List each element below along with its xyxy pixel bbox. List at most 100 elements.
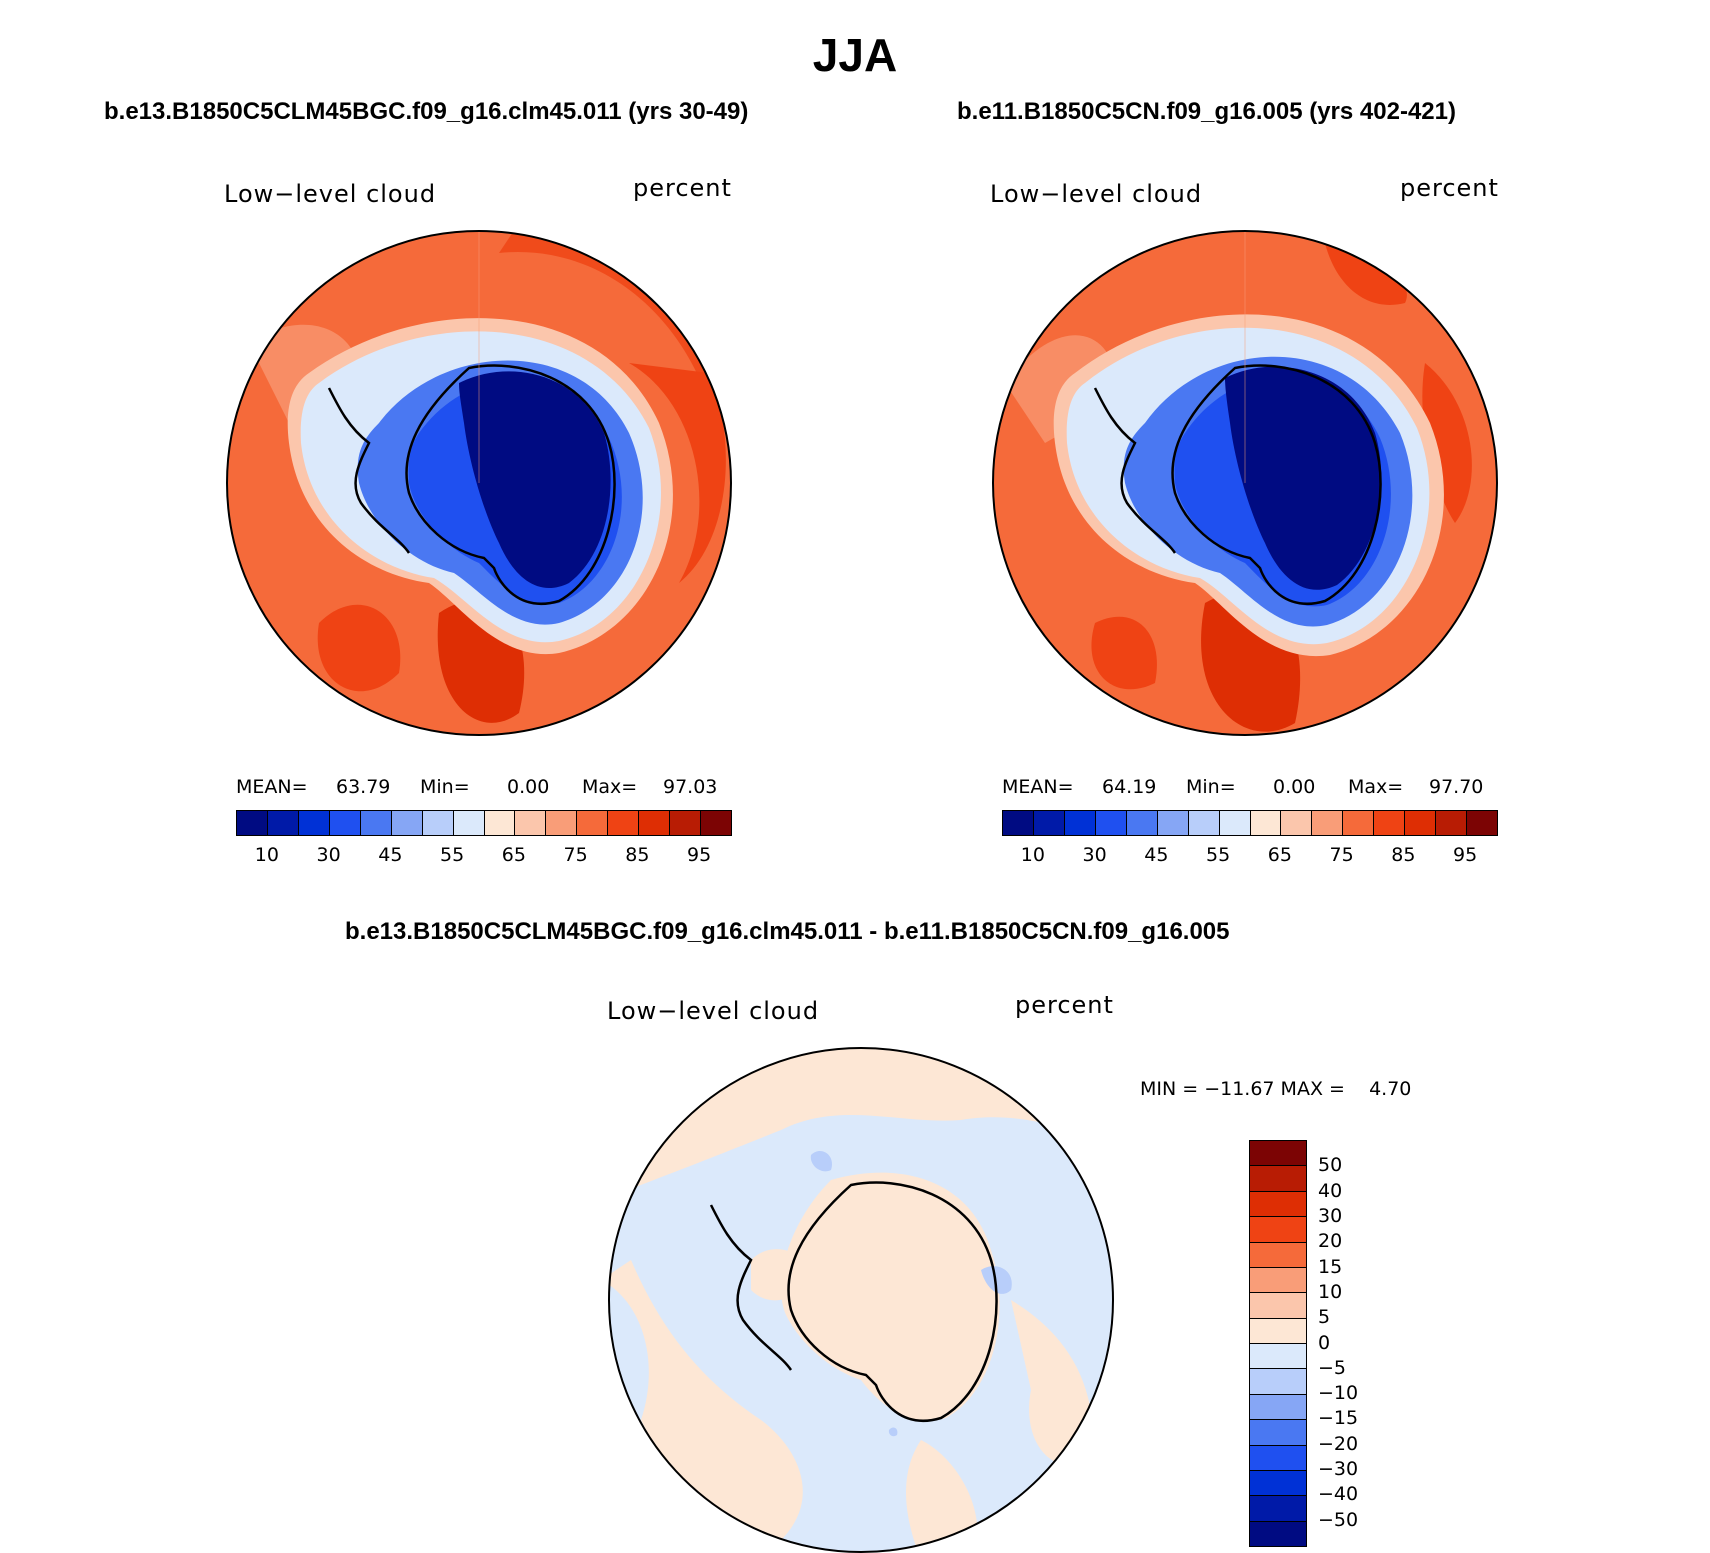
colorbar-swatch [1250,1369,1306,1395]
colorbar-swatch [298,811,330,835]
panel-1-mean-value: 63.79 [336,776,391,798]
colorbar-swatch [484,811,516,835]
colorbar-swatch [1003,811,1034,835]
colorbar-tick-label: 30 [1318,1204,1343,1227]
panel-2-polar-map [992,230,1498,736]
figure-title: JJA [812,29,898,81]
colorbar-swatch [1250,1420,1306,1446]
colorbar-swatch [1250,1293,1306,1319]
colorbar-tick-label: 40 [1318,1179,1343,1202]
colorbar-swatch [267,811,299,835]
colorbar-tick-label: 30 [316,844,341,866]
colorbar-swatch [1312,811,1344,835]
diff-units-label: percent [1015,991,1114,1019]
colorbar-swatch [639,811,671,835]
colorbar-tick-label: 75 [563,844,588,866]
panel-2-colorbar-ticks: 10 30 45 55 65 75 85 95 [1002,844,1496,868]
panel-2-min-value: 0.00 [1273,776,1316,798]
colorbar-swatch [515,811,547,835]
panel-1-colorbar-ticks: 10 30 45 55 65 75 85 95 [236,844,730,868]
diff-colorbar [1249,1140,1307,1547]
colorbar-swatch [546,811,578,835]
colorbar-swatch [670,811,702,835]
colorbar-tick-label: 45 [1144,844,1169,866]
colorbar-swatch [1250,1267,1306,1294]
colorbar-tick-label: 85 [625,844,650,866]
colorbar-swatch [1250,811,1282,835]
colorbar-tick-label: −20 [1318,1432,1359,1455]
colorbar-tick-label: 30 [1082,844,1107,866]
colorbar-swatch [329,811,361,835]
colorbar-swatch [1250,1242,1306,1268]
diff-case-title: b.e13.B1850C5CLM45BGC.f09_g16.clm45.011 … [345,918,1230,945]
colorbar-tick-label: 95 [687,844,712,866]
colorbar-swatch [237,811,268,835]
panel-1-min-value: 0.00 [507,776,550,798]
colorbar-tick-label: 20 [1318,1230,1343,1253]
colorbar-swatch [1188,811,1220,835]
colorbar-swatch [1250,1166,1306,1192]
colorbar-tick-label: 45 [378,844,403,866]
colorbar-swatch [1250,1521,1306,1546]
colorbar-swatch [1157,811,1189,835]
panel-1-colorbar [236,810,732,836]
colorbar-tick-label: 65 [501,844,526,866]
colorbar-swatch [391,811,423,835]
colorbar-swatch [701,811,731,835]
colorbar-swatch [1250,1191,1306,1218]
colorbar-tick-label: 75 [1329,844,1354,866]
panel-1-variable-label: Low−level cloud [224,180,437,208]
colorbar-tick-label: 55 [440,844,465,866]
colorbar-swatch [1033,811,1065,835]
colorbar-swatch [608,811,640,835]
panel-2-max-value: 97.70 [1429,776,1484,798]
colorbar-tick-label: 15 [1318,1255,1343,1278]
colorbar-tick-label: −50 [1318,1508,1359,1531]
colorbar-tick-label: −40 [1318,1483,1359,1506]
colorbar-tick-label: 85 [1391,844,1416,866]
diff-colorbar-ticks: 50 40 30 20 15 10 5 0 −5 −10 −15 −20 −30 −40 −50 [1318,1140,1398,1545]
colorbar-swatch [422,811,454,835]
colorbar-swatch [1250,1394,1306,1421]
colorbar-swatch [1250,1445,1306,1471]
colorbar-swatch [1250,1141,1306,1167]
colorbar-swatch [1467,811,1497,835]
panel-2-units-label: percent [1400,174,1499,202]
panel-1-mean-label: MEAN= [236,776,308,798]
colorbar-tick-label: 10 [254,844,279,866]
colorbar-tick-label: 0 [1318,1331,1331,1354]
colorbar-swatch [1095,811,1127,835]
colorbar-swatch [1374,811,1406,835]
colorbar-swatch [453,811,485,835]
panel-2-max-label: Max= [1348,776,1404,798]
colorbar-tick-label: 5 [1318,1306,1331,1329]
colorbar-tick-label: −5 [1318,1356,1347,1379]
panel-2-min-label: Min= [1186,776,1236,798]
colorbar-swatch [1250,1470,1306,1497]
panel-1-max-label: Max= [582,776,638,798]
colorbar-swatch [1281,811,1313,835]
colorbar-tick-label: −30 [1318,1458,1359,1481]
diff-variable-label: Low−level cloud [607,997,820,1025]
diff-polar-map [608,1047,1114,1553]
colorbar-tick-label: −15 [1318,1407,1359,1430]
panel-2-colorbar [1002,810,1498,836]
panel-1-max-value: 97.03 [663,776,718,798]
colorbar-tick-label: 10 [1020,844,1045,866]
colorbar-swatch [1250,1318,1306,1344]
panel-1-min-label: Min= [420,776,470,798]
panel-2-mean-value: 64.19 [1102,776,1157,798]
colorbar-tick-label: 55 [1206,844,1231,866]
colorbar-swatch [1219,811,1251,835]
colorbar-swatch [1250,1217,1306,1243]
colorbar-tick-label: 95 [1453,844,1478,866]
colorbar-swatch [1405,811,1437,835]
colorbar-tick-label: 10 [1318,1280,1343,1303]
panel-1-polar-map [226,230,732,736]
panel-1-units-label: percent [633,174,732,202]
colorbar-swatch [1250,1344,1306,1370]
panel-2-mean-label: MEAN= [1002,776,1074,798]
colorbar-swatch [1436,811,1468,835]
colorbar-tick-label: 50 [1318,1154,1343,1177]
colorbar-tick-label: −10 [1318,1382,1359,1405]
